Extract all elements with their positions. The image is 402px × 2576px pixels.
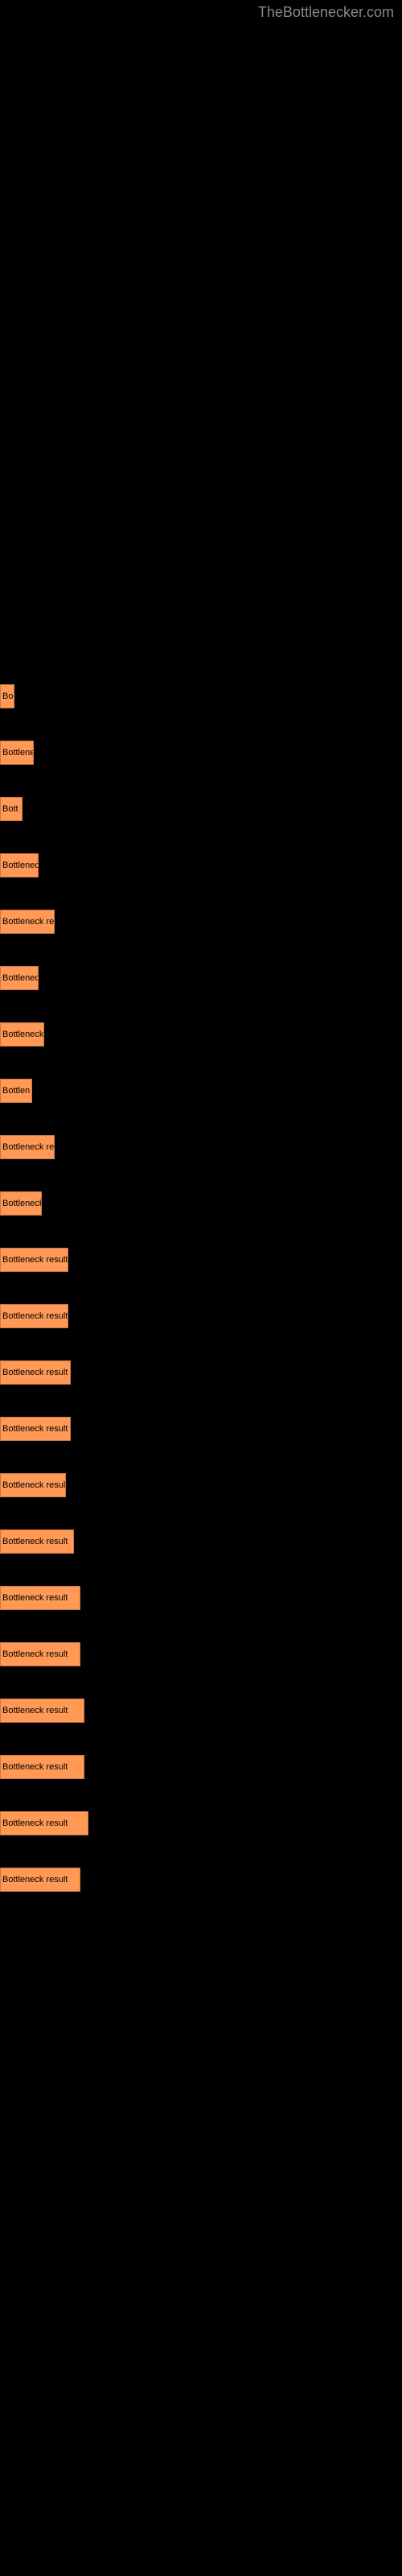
bar: Bottleneck result <box>0 1304 68 1328</box>
bar: Bottleneck <box>0 1022 44 1046</box>
bar-label: Bottleneck re <box>2 917 54 927</box>
bar-label: Bottleneck result <box>2 1818 68 1828</box>
bar: Bottleneck re <box>0 1135 55 1159</box>
bar: Bottleneck re <box>0 910 55 934</box>
bar-row: Bottleneck resul <box>0 1473 402 1497</box>
bar-row: Bottleneck result <box>0 1586 402 1610</box>
bar-row: Bottleneck result <box>0 1304 402 1328</box>
bar-label: Bottlenec <box>2 973 39 983</box>
bar-row: Bo <box>0 684 402 708</box>
bar-row: Bottleneck result <box>0 1642 402 1666</box>
bar-row: Bottleneck result <box>0 1699 402 1723</box>
bar-row: Bottleneck result <box>0 1811 402 1835</box>
bar-label: Bottleneck re <box>2 1142 54 1152</box>
bar-label: Bottleneck result <box>2 1875 68 1885</box>
bar-label: Bottleneck resul <box>2 1480 65 1490</box>
bar-row: Bottleneck result <box>0 1360 402 1385</box>
bar-label: Bottleneck result <box>2 1537 68 1546</box>
bar-label: Bottlene <box>2 748 34 758</box>
bar: Bottlenec <box>0 853 39 877</box>
bar-label: Bottlenec <box>2 861 39 870</box>
bar: Bottleneck result <box>0 1811 88 1835</box>
bar-label: Bottleneck result <box>2 1649 68 1659</box>
bar: Bottleneck resul <box>0 1473 66 1497</box>
bar-row: Bottleneck result <box>0 1530 402 1554</box>
bar-row: Bottlenec <box>0 966 402 990</box>
bar-label: Bott <box>2 804 18 814</box>
bar-row: Bottlene <box>0 741 402 765</box>
bar-row: Bottleneck <box>0 1022 402 1046</box>
bar: Bottleneck result <box>0 1360 71 1385</box>
bar-label: Bottleneck <box>2 1199 42 1208</box>
bar-row: Bottleneck re <box>0 1135 402 1159</box>
bar-row: Bottleneck result <box>0 1417 402 1441</box>
bar: Bottleneck result <box>0 1530 74 1554</box>
bar-label: Bottleneck result <box>2 1593 68 1603</box>
bar-label: Bottleneck result <box>2 1424 68 1434</box>
bar: Bottleneck result <box>0 1586 80 1610</box>
bar-label: Bottleneck result <box>2 1706 68 1715</box>
bar-row: Bottleneck result <box>0 1755 402 1779</box>
bar: Bottleneck result <box>0 1248 68 1272</box>
bar: Bottleneck result <box>0 1699 84 1723</box>
bar: Bottlene <box>0 741 34 765</box>
bar-label: Bottleneck result <box>2 1311 68 1321</box>
watermark: TheBottlenecker.com <box>258 4 394 21</box>
bar-row: Bott <box>0 797 402 821</box>
bar-label: Bottleneck result <box>2 1368 68 1377</box>
bar-row: Bottleneck result <box>0 1248 402 1272</box>
bar-row: Bottleneck result <box>0 1868 402 1892</box>
bar-chart: Bo Bottlene Bott Bottlenec Bottleneck re Bott… <box>0 0 402 1892</box>
bar-row: Bottleneck re <box>0 910 402 934</box>
bar: Bottleneck result <box>0 1755 84 1779</box>
bar-row: Bottlenec <box>0 853 402 877</box>
bar: Bottleneck <box>0 1191 42 1216</box>
bar: Bottlen <box>0 1079 32 1103</box>
bar-label: Bottleneck <box>2 1030 43 1039</box>
bar: Bottleneck result <box>0 1417 71 1441</box>
bar: Bottleneck result <box>0 1642 80 1666</box>
bar-label: Bottleneck result <box>2 1762 68 1772</box>
bar: Bott <box>0 797 23 821</box>
bar-row: Bottleneck <box>0 1191 402 1216</box>
bar-label: Bottleneck result <box>2 1255 68 1265</box>
bar-row: Bottlen <box>0 1079 402 1103</box>
bar: Bo <box>0 684 14 708</box>
bar-label: Bottlen <box>2 1086 30 1096</box>
bar-label: Bo <box>2 691 13 701</box>
bar: Bottlenec <box>0 966 39 990</box>
bar: Bottleneck result <box>0 1868 80 1892</box>
